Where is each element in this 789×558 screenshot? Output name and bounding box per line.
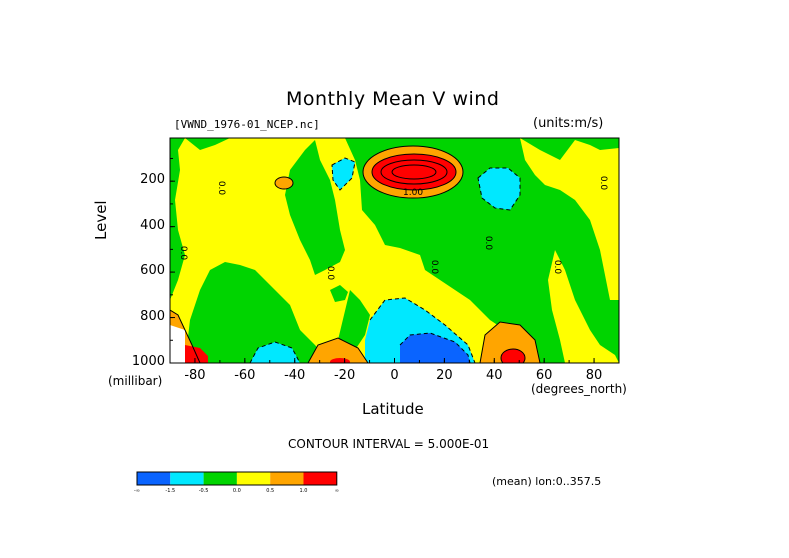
x-tick-label: 20 [436, 368, 453, 383]
colorbar-label: ∞ [334, 488, 339, 494]
x-ticks [169, 358, 620, 363]
units-label: (units:m/s) [533, 116, 604, 131]
fill-blue-bottom [400, 333, 470, 363]
fill-cyan-top-right [478, 168, 520, 210]
fill-green-wedge-1 [285, 140, 345, 275]
colorbar-swatch [137, 472, 171, 485]
y-tick-label: 200 [140, 172, 165, 188]
y-tick-label: 600 [140, 263, 165, 279]
x-tick-label: 80 [585, 368, 603, 383]
colorbar-swatch [303, 472, 337, 485]
colorbar-label: -0.5 [198, 488, 209, 494]
colorbar-swatch [270, 472, 304, 485]
y-tick-label: 1000 [131, 354, 165, 369]
colorbar-frame [136, 471, 338, 486]
fill-yellow-main [170, 138, 540, 363]
fill-yellow-right [520, 138, 619, 300]
colorbar-label: -1.5 [165, 488, 176, 494]
colorbar-label: 0.5 [266, 488, 275, 494]
chart-title: Monthly Mean V wind [286, 88, 500, 110]
y-ticks [170, 157, 175, 364]
contour-interval-label: CONTOUR INTERVAL = 5.000E-01 [288, 437, 490, 451]
x-tick-label: 60 [535, 368, 553, 383]
mean-lon-label: (mean) lon:0..357.5 [492, 475, 602, 488]
y-tick-label: 800 [140, 308, 165, 324]
contour-label: 0.0 [216, 180, 227, 196]
dataset-filename: [VWND_1976-01_NCEP.nc] [174, 118, 320, 131]
contour-label: 0.0 [552, 259, 563, 275]
fill-cyan-top-left [332, 158, 355, 190]
colorbar-swatch [236, 472, 271, 485]
x-tick-label: -40 [284, 368, 306, 383]
colorbar-label: 0.0 [232, 488, 241, 494]
x-tick-label: 40 [485, 368, 503, 383]
x-tick-label: -80 [184, 368, 206, 383]
y-axis-unit: (millibar) [108, 374, 163, 388]
x-axis-unit: (degrees_north) [531, 382, 627, 396]
fill-orange-bottom-right [480, 322, 540, 363]
fill-green-right [605, 315, 619, 335]
y-tick-label: 400 [140, 217, 165, 233]
x-tick-label: -20 [333, 368, 356, 383]
contour-fill-layer [170, 138, 619, 363]
colorbar [136, 471, 338, 486]
y-axis-label: Level [92, 200, 110, 240]
fill-yellow-right-2 [548, 250, 619, 363]
colorbar-swatch [203, 472, 237, 485]
contour-label: 0.0 [429, 259, 440, 275]
fill-cyan-bottom-left [250, 342, 300, 363]
fill-green-wedge-2 [330, 285, 348, 302]
colorbar-label: 1.0 [299, 488, 308, 494]
contour-label: 1.00 [403, 188, 424, 198]
contour-label: 0.0 [598, 175, 609, 191]
contour-label: 0.0 [483, 235, 494, 251]
x-axis-label: Latitude [362, 400, 424, 418]
colorbar-label: -∞ [134, 488, 140, 494]
fill-red-bottom-right [501, 349, 525, 363]
fill-orange-small [275, 177, 293, 189]
fill-white-left [170, 325, 185, 363]
contour-label: 0.0 [325, 265, 336, 281]
contour-label: 0.0 [178, 245, 189, 261]
colorbar-swatch [170, 472, 204, 485]
fill-red-bottom-mid [330, 358, 350, 363]
x-tick-label: 0 [390, 368, 399, 383]
x-tick-label: -60 [234, 368, 256, 383]
fill-orange-bottom-mid [308, 338, 368, 363]
